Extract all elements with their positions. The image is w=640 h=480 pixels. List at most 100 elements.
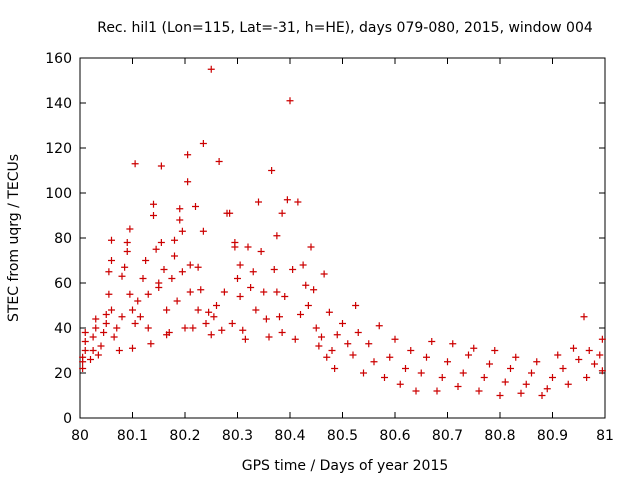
- data-point: [113, 324, 121, 332]
- data-point: [249, 268, 257, 276]
- data-point: [155, 279, 163, 287]
- data-point: [108, 236, 115, 244]
- data-points: [79, 65, 606, 399]
- data-point: [262, 315, 270, 323]
- data-point: [123, 239, 131, 246]
- data-point: [312, 324, 320, 332]
- plot-frame: [79, 57, 606, 419]
- data-point: [160, 266, 168, 273]
- data-point: [255, 198, 262, 206]
- data-point: [226, 209, 234, 217]
- x-tick-label: 80.6: [379, 428, 410, 444]
- data-point: [105, 268, 113, 276]
- data-point: [234, 275, 241, 282]
- data-point: [580, 313, 588, 321]
- data-point: [449, 340, 457, 348]
- data-point: [320, 270, 328, 278]
- y-tick-label: 20: [54, 366, 72, 382]
- data-point: [171, 236, 178, 244]
- data-point: [173, 297, 181, 305]
- data-point: [325, 308, 333, 316]
- data-point: [402, 365, 409, 372]
- data-point: [129, 306, 136, 314]
- y-tick-label: 100: [45, 186, 72, 202]
- data-point: [270, 266, 278, 273]
- data-point: [501, 378, 509, 386]
- data-point: [142, 257, 150, 264]
- data-point: [596, 351, 604, 359]
- data-point: [339, 320, 346, 327]
- data-point: [176, 216, 184, 224]
- data-point: [528, 369, 535, 377]
- data-point: [121, 263, 129, 271]
- data-point: [331, 365, 339, 372]
- data-point: [197, 286, 205, 294]
- data-point: [444, 358, 451, 366]
- data-point: [417, 369, 425, 377]
- data-point: [273, 232, 281, 240]
- data-point: [207, 65, 215, 73]
- data-point: [352, 302, 360, 309]
- data-point: [549, 374, 556, 381]
- data-point: [598, 335, 606, 343]
- data-point: [168, 275, 176, 282]
- data-point: [89, 333, 97, 341]
- data-point: [268, 167, 276, 174]
- data-point: [192, 203, 199, 210]
- data-point: [181, 324, 189, 332]
- data-point: [108, 257, 115, 264]
- x-tick-label: 80.3: [222, 428, 253, 444]
- data-point: [184, 151, 192, 159]
- data-point: [423, 353, 430, 361]
- data-point: [297, 311, 304, 318]
- data-point: [310, 286, 318, 294]
- data-point: [236, 261, 244, 269]
- data-point: [220, 288, 228, 296]
- data-point: [87, 356, 94, 363]
- data-point: [386, 353, 394, 361]
- data-point: [538, 392, 546, 399]
- data-point: [412, 387, 420, 395]
- data-point: [257, 248, 265, 255]
- data-point: [131, 320, 139, 327]
- data-point: [176, 205, 184, 213]
- data-point: [496, 392, 504, 399]
- data-point: [126, 225, 134, 233]
- data-point: [178, 268, 186, 276]
- data-point: [150, 200, 157, 208]
- data-point: [559, 365, 567, 372]
- data-point: [480, 374, 488, 381]
- data-point: [118, 272, 126, 280]
- data-point: [194, 306, 202, 314]
- data-point: [239, 326, 247, 334]
- x-tick-label: 80.9: [537, 428, 568, 444]
- data-point: [260, 288, 268, 296]
- data-point: [470, 344, 478, 352]
- x-axis: 80 80.1 80.2 80.3 80.4 80.5 80.6 80.7 80.8 80.9 81: [71, 58, 614, 444]
- data-point: [92, 315, 100, 323]
- data-point: [102, 311, 110, 318]
- data-point: [543, 385, 551, 393]
- data-point: [94, 351, 102, 359]
- y-axis-label: STEC from uqrg / TECUs: [6, 154, 22, 322]
- x-tick-label: 81: [596, 428, 614, 444]
- data-point: [491, 347, 499, 354]
- data-point: [244, 243, 252, 251]
- data-point: [215, 158, 223, 165]
- data-point: [218, 326, 226, 334]
- data-point: [136, 313, 144, 321]
- x-tick-label: 80.5: [327, 428, 358, 444]
- data-point: [278, 209, 286, 217]
- data-point: [344, 340, 352, 348]
- data-point: [407, 347, 415, 354]
- data-point: [278, 329, 286, 336]
- data-point: [276, 313, 283, 321]
- y-tick-label: 80: [54, 231, 72, 247]
- data-point: [118, 313, 126, 321]
- data-point: [231, 243, 239, 251]
- data-point: [512, 353, 520, 361]
- data-point: [517, 389, 525, 397]
- data-point: [210, 313, 218, 321]
- data-point: [598, 367, 606, 375]
